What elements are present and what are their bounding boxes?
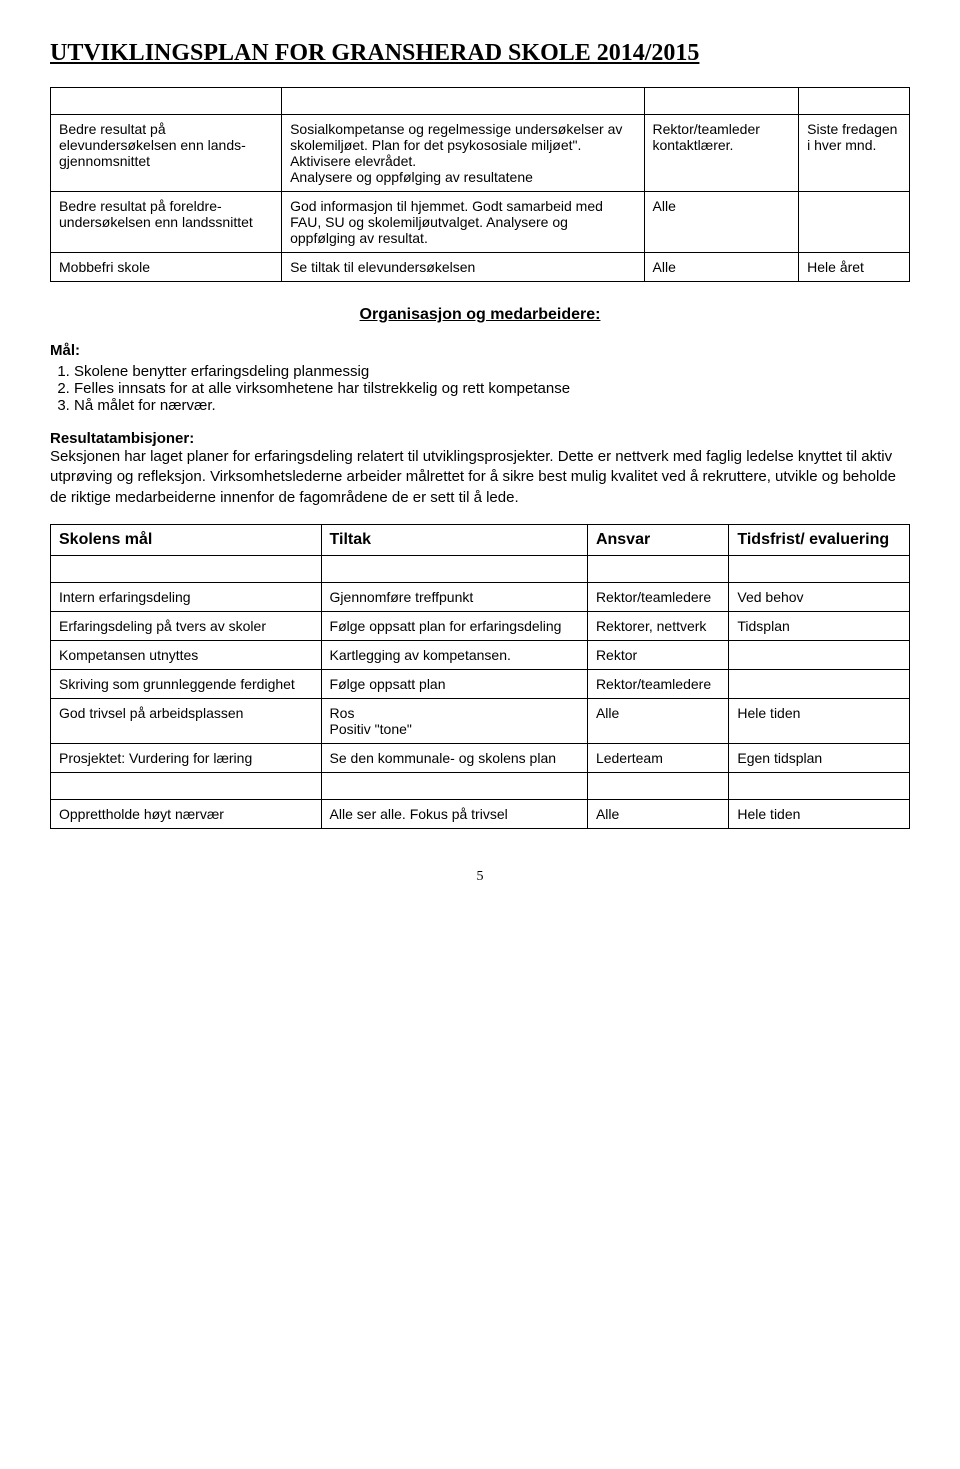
table-row: Erfaringsdeling på tvers av skoler Følge… xyxy=(51,611,910,640)
table-row: God trivsel på arbeidsplassen Ros Positi… xyxy=(51,698,910,743)
blank-cell xyxy=(644,88,799,115)
list-item: Felles innsats for at alle virksomhetene… xyxy=(74,380,910,397)
table-cell xyxy=(729,640,910,669)
list-item: Skolene benytter erfaringsdeling planmes… xyxy=(74,363,910,380)
table-header-row: Skolens mål Tiltak Ansvar Tidsfrist/ eva… xyxy=(51,524,910,555)
table-cell: Lederteam xyxy=(587,743,728,772)
table-cell: Alle xyxy=(644,192,799,253)
goals-list: Skolene benytter erfaringsdeling planmes… xyxy=(50,363,910,414)
table-row-blank xyxy=(51,772,910,799)
table-cell: Intern erfaringsdeling xyxy=(51,582,322,611)
blank-cell xyxy=(51,772,322,799)
table-cell: Se den kommunale- og skolens plan xyxy=(321,743,587,772)
table-cell xyxy=(799,192,910,253)
table-header: Tidsfrist/ evaluering xyxy=(729,524,910,555)
table-cell: Alle ser alle. Fokus på trivsel xyxy=(321,799,587,828)
table-cell: Hele året xyxy=(799,253,910,282)
table-row: Intern erfaringsdeling Gjennomføre treff… xyxy=(51,582,910,611)
table-row: Mobbefri skole Se tiltak til elevundersø… xyxy=(51,253,910,282)
table-header: Skolens mål xyxy=(51,524,322,555)
table-cell: Rektor/teamledere xyxy=(587,669,728,698)
blank-cell xyxy=(321,555,587,582)
table-cell: Rektor/teamleder kontaktlærer. xyxy=(644,115,799,192)
table-cell: Rektor xyxy=(587,640,728,669)
table-cell: Bedre resultat på elevundersøkelsen enn … xyxy=(51,115,282,192)
blank-cell xyxy=(799,88,910,115)
table-header: Tiltak xyxy=(321,524,587,555)
table-row-blank xyxy=(51,555,910,582)
result-ambitions-text: Seksjonen har laget planer for erfarings… xyxy=(50,447,910,508)
table-cell: Bedre resultat på foreldre-undersøkelsen… xyxy=(51,192,282,253)
table-cell: Skriving som grunnleggende ferdighet xyxy=(51,669,322,698)
blank-cell xyxy=(51,88,282,115)
blank-cell xyxy=(587,772,728,799)
table-cell: Tidsplan xyxy=(729,611,910,640)
table-cell: God informasjon til hjemmet. Godt samarb… xyxy=(282,192,644,253)
table-row: Bedre resultat på foreldre-undersøkelsen… xyxy=(51,192,910,253)
table-cell: Følge oppsatt plan for erfaringsdeling xyxy=(321,611,587,640)
table-cell xyxy=(729,669,910,698)
table-cell: Hele tiden xyxy=(729,799,910,828)
table-cell: Rektor/teamledere xyxy=(587,582,728,611)
table-cell: God trivsel på arbeidsplassen xyxy=(51,698,322,743)
table-one: Bedre resultat på elevundersøkelsen enn … xyxy=(50,87,910,282)
table-cell: Alle xyxy=(644,253,799,282)
table-cell: Ros Positiv "tone" xyxy=(321,698,587,743)
table-cell: Egen tidsplan xyxy=(729,743,910,772)
page-title: UTVIKLINGSPLAN FOR GRANSHERAD SKOLE 2014… xyxy=(50,40,910,67)
table-cell: Kompetansen utnyttes xyxy=(51,640,322,669)
table-cell: Hele tiden xyxy=(729,698,910,743)
table-cell: Alle xyxy=(587,698,728,743)
table-cell: Kartlegging av kompetansen. xyxy=(321,640,587,669)
page-number: 5 xyxy=(50,869,910,885)
table-cell: Siste fredagen i hver mnd. xyxy=(799,115,910,192)
table-two: Skolens mål Tiltak Ansvar Tidsfrist/ eva… xyxy=(50,524,910,829)
blank-cell xyxy=(321,772,587,799)
table-row: Kompetansen utnyttes Kartlegging av komp… xyxy=(51,640,910,669)
section-heading: Organisasjon og medarbeidere: xyxy=(50,306,910,324)
table-row: Opprettholde høyt nærvær Alle ser alle. … xyxy=(51,799,910,828)
table-cell: Erfaringsdeling på tvers av skoler xyxy=(51,611,322,640)
table-header: Ansvar xyxy=(587,524,728,555)
table-cell: Følge oppsatt plan xyxy=(321,669,587,698)
blank-cell xyxy=(282,88,644,115)
blank-cell xyxy=(729,772,910,799)
table-cell: Prosjektet: Vurdering for læring xyxy=(51,743,322,772)
table-row: Prosjektet: Vurdering for læring Se den … xyxy=(51,743,910,772)
table-cell: Se tiltak til elevundersøkelsen xyxy=(282,253,644,282)
list-item: Nå målet for nærvær. xyxy=(74,397,910,414)
table-row-blank xyxy=(51,88,910,115)
table-cell: Alle xyxy=(587,799,728,828)
table-cell: Ved behov xyxy=(729,582,910,611)
table-cell: Rektorer, nettverk xyxy=(587,611,728,640)
blank-cell xyxy=(587,555,728,582)
blank-cell xyxy=(729,555,910,582)
table-cell: Gjennomføre treffpunkt xyxy=(321,582,587,611)
goals-label: Mål: xyxy=(50,342,910,359)
table-cell: Mobbefri skole xyxy=(51,253,282,282)
result-ambitions-label: Resultatambisjoner: xyxy=(50,430,910,447)
table-row: Skriving som grunnleggende ferdighet Føl… xyxy=(51,669,910,698)
table-cell: Opprettholde høyt nærvær xyxy=(51,799,322,828)
table-row: Bedre resultat på elevundersøkelsen enn … xyxy=(51,115,910,192)
blank-cell xyxy=(51,555,322,582)
table-cell: Sosialkompetanse og regelmessige undersø… xyxy=(282,115,644,192)
